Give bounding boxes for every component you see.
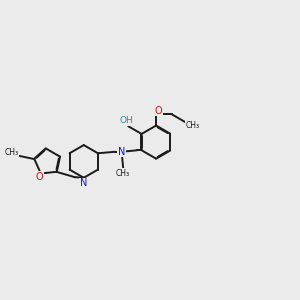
Text: OH: OH <box>120 116 134 125</box>
Text: O: O <box>154 106 162 116</box>
Text: CH₃: CH₃ <box>4 148 18 158</box>
Text: CH₃: CH₃ <box>116 169 130 178</box>
Text: N: N <box>80 178 87 188</box>
Text: CH₃: CH₃ <box>185 121 200 130</box>
Text: O: O <box>35 172 43 182</box>
Text: N: N <box>118 147 125 157</box>
